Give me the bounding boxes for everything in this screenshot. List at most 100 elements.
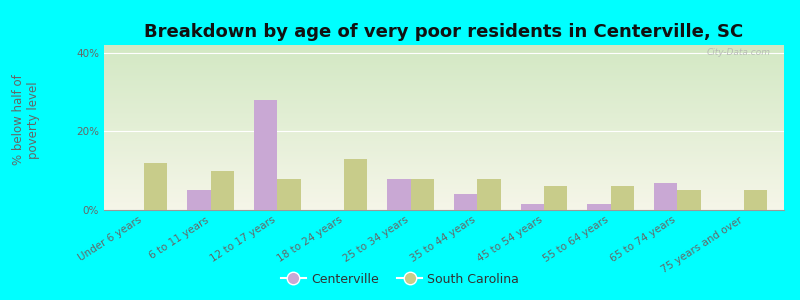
Bar <box>254 100 278 210</box>
Legend: Centerville, South Carolina: Centerville, South Carolina <box>276 268 524 291</box>
Bar <box>104 199 784 200</box>
Bar <box>104 86 784 88</box>
Bar <box>104 93 784 94</box>
Bar <box>104 136 784 137</box>
Bar <box>521 204 544 210</box>
Bar <box>104 83 784 85</box>
Bar <box>104 48 784 50</box>
Bar <box>104 195 784 197</box>
Bar <box>104 61 784 63</box>
Bar <box>104 45 784 46</box>
Bar <box>104 172 784 174</box>
Bar <box>104 182 784 184</box>
Bar <box>104 208 784 210</box>
Bar <box>104 101 784 103</box>
Bar <box>104 185 784 187</box>
Bar <box>104 114 784 116</box>
Bar <box>104 131 784 132</box>
Bar <box>344 159 367 210</box>
Bar <box>104 119 784 121</box>
Bar <box>104 88 784 89</box>
Bar <box>104 112 784 114</box>
Bar <box>104 75 784 76</box>
Bar <box>104 116 784 118</box>
Bar <box>104 52 784 53</box>
Bar <box>104 169 784 170</box>
Bar <box>104 134 784 136</box>
Text: % below half of
poverty level: % below half of poverty level <box>12 75 40 165</box>
Bar <box>104 149 784 151</box>
Bar <box>104 177 784 178</box>
Bar <box>678 190 701 210</box>
Bar <box>410 178 434 210</box>
Bar <box>104 108 784 109</box>
Bar <box>544 186 567 210</box>
Bar <box>104 159 784 160</box>
Bar <box>104 60 784 61</box>
Bar <box>104 178 784 180</box>
Bar <box>104 157 784 159</box>
Bar <box>104 190 784 192</box>
Bar <box>210 171 234 210</box>
Bar <box>104 162 784 164</box>
Bar <box>104 58 784 60</box>
Bar <box>104 104 784 106</box>
Bar <box>104 80 784 81</box>
Bar <box>104 89 784 91</box>
Bar <box>104 118 784 119</box>
Bar <box>587 204 610 210</box>
Bar <box>744 190 767 210</box>
Bar <box>104 180 784 182</box>
Bar <box>104 68 784 70</box>
Bar <box>104 65 784 66</box>
Bar <box>654 182 678 210</box>
Bar <box>104 91 784 93</box>
Bar <box>104 192 784 194</box>
Bar <box>104 96 784 98</box>
Bar <box>387 178 410 210</box>
Bar <box>104 137 784 139</box>
Bar <box>104 144 784 146</box>
Bar <box>104 200 784 202</box>
Bar <box>187 190 210 210</box>
Bar <box>104 111 784 112</box>
Bar <box>104 99 784 101</box>
Bar <box>104 128 784 129</box>
Bar <box>104 207 784 208</box>
Bar <box>104 142 784 144</box>
Bar <box>104 55 784 56</box>
Bar <box>104 132 784 134</box>
Bar <box>104 154 784 155</box>
Bar <box>104 78 784 80</box>
Bar <box>104 170 784 172</box>
Bar <box>104 63 784 65</box>
Bar <box>104 184 784 185</box>
Bar <box>104 197 784 199</box>
Bar <box>104 98 784 99</box>
Bar <box>278 178 301 210</box>
Bar <box>104 175 784 177</box>
Bar <box>104 124 784 126</box>
Bar <box>104 46 784 48</box>
Bar <box>104 106 784 108</box>
Bar <box>104 187 784 188</box>
Bar <box>104 147 784 149</box>
Title: Breakdown by age of very poor residents in Centerville, SC: Breakdown by age of very poor residents … <box>144 23 744 41</box>
Bar <box>104 53 784 55</box>
Bar <box>104 76 784 78</box>
Bar <box>104 66 784 68</box>
Bar <box>104 174 784 175</box>
Bar <box>104 155 784 157</box>
Bar <box>104 152 784 154</box>
Bar <box>104 160 784 162</box>
Bar <box>104 71 784 73</box>
Bar <box>104 203 784 205</box>
Bar <box>104 188 784 190</box>
Bar <box>610 186 634 210</box>
Bar <box>104 164 784 165</box>
Bar <box>104 70 784 71</box>
Bar <box>104 139 784 141</box>
Bar <box>104 194 784 195</box>
Text: City-Data.com: City-Data.com <box>706 48 770 57</box>
Bar <box>104 85 784 86</box>
